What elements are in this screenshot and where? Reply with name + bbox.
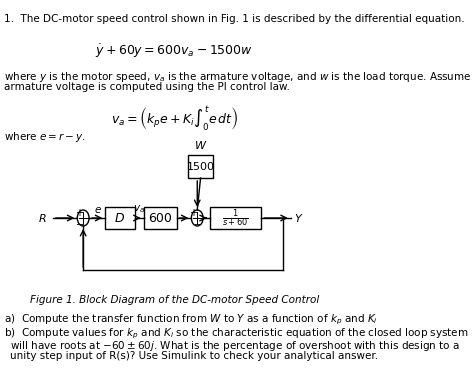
FancyBboxPatch shape [188, 155, 213, 178]
Text: $R$: $R$ [38, 212, 47, 224]
Text: $W$: $W$ [194, 139, 207, 151]
Text: 600: 600 [148, 211, 172, 225]
Circle shape [191, 210, 203, 226]
Text: $e$: $e$ [94, 205, 102, 215]
FancyBboxPatch shape [144, 207, 177, 229]
Text: armature voltage is computed using the PI control law.: armature voltage is computed using the P… [4, 82, 290, 92]
Text: unity step input of R(s)? Use Simulink to check your analytical answer.: unity step input of R(s)? Use Simulink t… [10, 351, 378, 361]
Text: $\dot{y} + 60y = 600v_a - 1500w$: $\dot{y} + 60y = 600v_a - 1500w$ [95, 42, 254, 60]
Text: 1.  The DC-motor speed control shown in Fig. 1 is described by the differential : 1. The DC-motor speed control shown in F… [4, 14, 465, 24]
Text: b)  Compute values for $k_p$ and $K_i$ so the characteristic equation of the clo: b) Compute values for $k_p$ and $K_i$ so… [4, 327, 469, 341]
Text: $v_a = \left(k_p e + K_i \int_0^t e\, dt\right)$: $v_a = \left(k_p e + K_i \int_0^t e\, dt… [110, 104, 238, 133]
Text: $\frac{1}{s+60}$: $\frac{1}{s+60}$ [222, 207, 249, 229]
Text: $Y$: $Y$ [294, 212, 304, 224]
Text: a)  Compute the transfer function from $W$ to $Y$ as a function of $k_p$ and $K_: a) Compute the transfer function from $W… [4, 313, 378, 327]
FancyBboxPatch shape [210, 207, 261, 229]
Text: will have roots at $-60 \pm 60j$. What is the percentage of overshoot with this : will have roots at $-60 \pm 60j$. What i… [10, 339, 460, 353]
FancyBboxPatch shape [105, 207, 135, 229]
Text: 1500: 1500 [187, 162, 215, 172]
Text: $-$: $-$ [75, 218, 84, 228]
Circle shape [77, 210, 89, 226]
Text: $v_a$: $v_a$ [133, 203, 145, 215]
Text: Figure 1. Block Diagram of the DC-motor Speed Control: Figure 1. Block Diagram of the DC-motor … [30, 295, 319, 305]
Text: $D$: $D$ [114, 211, 126, 225]
Text: $-$: $-$ [193, 218, 202, 228]
Text: +: + [75, 208, 83, 218]
Text: where $y$ is the motor speed, $v_a$ is the armature voltage, and $w$ is the load: where $y$ is the motor speed, $v_a$ is t… [4, 70, 474, 84]
Text: +: + [189, 208, 197, 218]
Text: where $e = r - y$.: where $e = r - y$. [4, 130, 86, 144]
